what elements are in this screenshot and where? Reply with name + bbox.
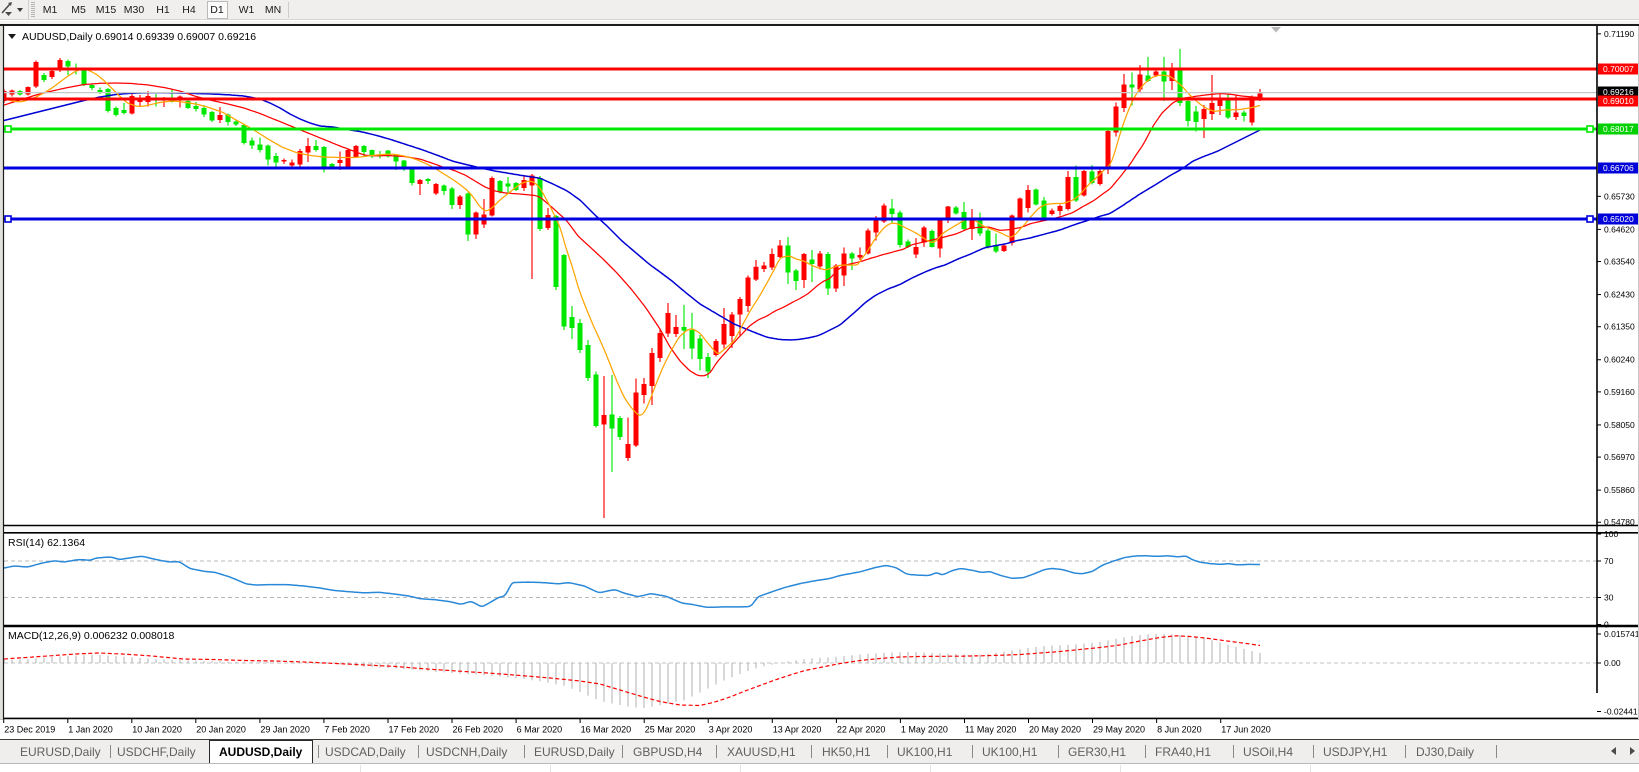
svg-text:30: 30 (1604, 593, 1614, 603)
svg-text:0.64620: 0.64620 (1604, 224, 1635, 234)
svg-text:0: 0 (1604, 620, 1609, 630)
svg-text:0.66706: 0.66706 (1603, 163, 1634, 173)
svg-text:3 Apr 2020: 3 Apr 2020 (709, 725, 753, 735)
svg-text:0.54780: 0.54780 (1604, 517, 1635, 527)
svg-text:0.62430: 0.62430 (1604, 290, 1635, 300)
svg-text:29 Jan 2020: 29 Jan 2020 (260, 725, 310, 735)
svg-text:7 Feb 2020: 7 Feb 2020 (324, 725, 370, 735)
svg-text:0.55860: 0.55860 (1604, 485, 1635, 495)
svg-text:100: 100 (1604, 529, 1618, 539)
svg-text:22 Apr 2020: 22 Apr 2020 (837, 725, 886, 735)
svg-text:0.59160: 0.59160 (1604, 387, 1635, 397)
svg-text:AUDUSD,Daily 0.69014 0.69339: AUDUSD,Daily 0.69014 0.69339 0.69007 0.6… (22, 31, 256, 43)
svg-text:0.60240: 0.60240 (1604, 355, 1635, 365)
svg-text:0.63540: 0.63540 (1604, 257, 1635, 267)
svg-text:16 Mar 2020: 16 Mar 2020 (581, 725, 632, 735)
svg-text:0.69010: 0.69010 (1603, 96, 1634, 106)
svg-text:20 Jan 2020: 20 Jan 2020 (196, 725, 246, 735)
svg-text:0.00: 0.00 (1604, 658, 1621, 668)
svg-text:11 May 2020: 11 May 2020 (965, 725, 1016, 735)
svg-text:17 Feb 2020: 17 Feb 2020 (389, 725, 440, 735)
svg-text:26 Feb 2020: 26 Feb 2020 (453, 725, 504, 735)
svg-text:20 May 2020: 20 May 2020 (1029, 725, 1081, 735)
svg-text:0.71190: 0.71190 (1604, 29, 1634, 39)
svg-text:0.65730: 0.65730 (1604, 191, 1635, 201)
svg-text:13 Apr 2020: 13 Apr 2020 (773, 725, 822, 735)
svg-text:MACD(12,26,9) 0.006232 0.00801: MACD(12,26,9) 0.006232 0.008018 (8, 630, 175, 642)
svg-text:1 Jan 2020: 1 Jan 2020 (68, 725, 113, 735)
svg-text:10 Jan 2020: 10 Jan 2020 (132, 725, 182, 735)
svg-text:0.70007: 0.70007 (1603, 64, 1634, 74)
svg-text:0.68017: 0.68017 (1603, 124, 1634, 134)
svg-text:0.61350: 0.61350 (1604, 322, 1635, 332)
svg-text:-0.024412: -0.024412 (1604, 707, 1639, 717)
svg-text:23 Dec 2019: 23 Dec 2019 (4, 725, 55, 735)
svg-text:8 Jun 2020: 8 Jun 2020 (1157, 725, 1202, 735)
svg-text:25 Mar 2020: 25 Mar 2020 (645, 725, 696, 735)
svg-text:0.65020: 0.65020 (1603, 214, 1634, 224)
svg-text:0.69216: 0.69216 (1603, 87, 1634, 97)
svg-text:17 Jun 2020: 17 Jun 2020 (1221, 725, 1271, 735)
svg-text:6 Mar 2020: 6 Mar 2020 (517, 725, 563, 735)
svg-text:0.58050: 0.58050 (1604, 420, 1635, 430)
svg-text:RSI(14) 62.1364: RSI(14) 62.1364 (8, 537, 85, 549)
svg-text:0.015741: 0.015741 (1604, 629, 1639, 639)
svg-text:0.56970: 0.56970 (1604, 452, 1635, 462)
svg-text:70: 70 (1604, 556, 1614, 566)
svg-text:29 May 2020: 29 May 2020 (1093, 725, 1145, 735)
svg-text:1 May 2020: 1 May 2020 (901, 725, 948, 735)
